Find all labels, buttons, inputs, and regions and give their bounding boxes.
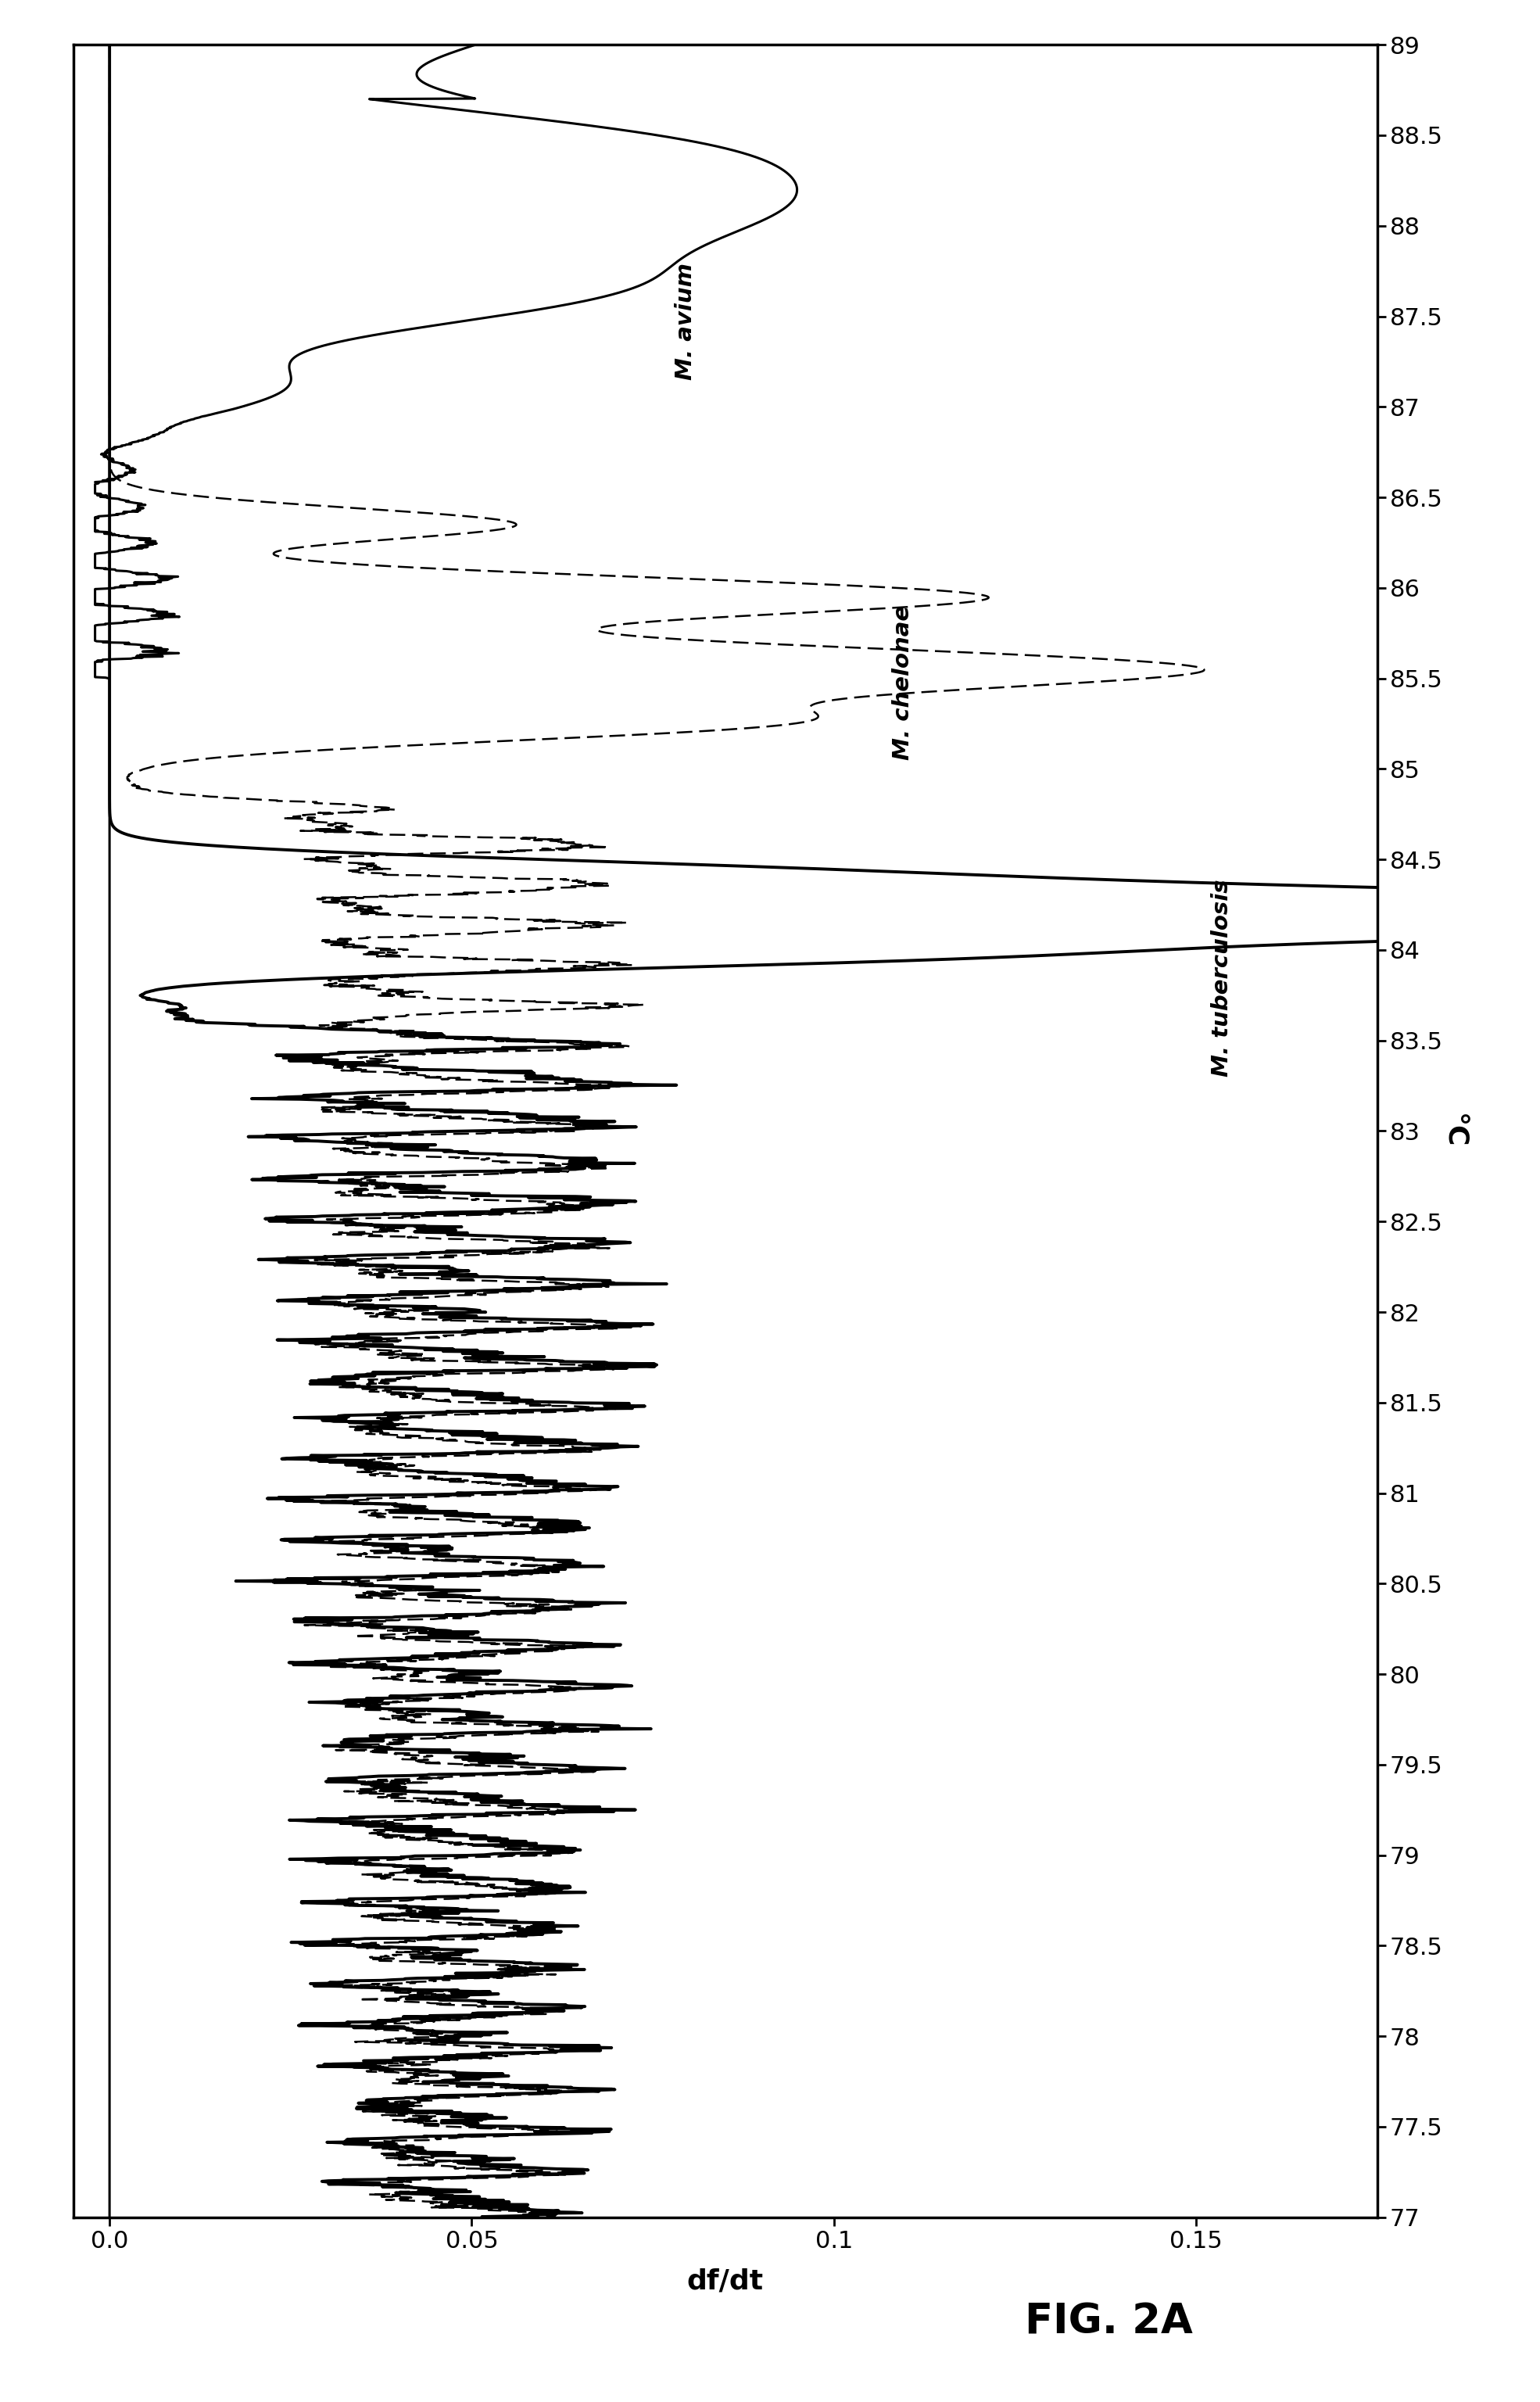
Y-axis label: °C: °C: [1440, 1115, 1466, 1148]
X-axis label: df/dt: df/dt: [687, 2267, 764, 2294]
Text: FIG. 2A: FIG. 2A: [1024, 2301, 1194, 2342]
Text: M. chelonae: M. chelonae: [892, 605, 913, 759]
Text: M. tuberculosis: M. tuberculosis: [1210, 879, 1232, 1076]
Text: M. avium: M. avium: [675, 262, 696, 380]
